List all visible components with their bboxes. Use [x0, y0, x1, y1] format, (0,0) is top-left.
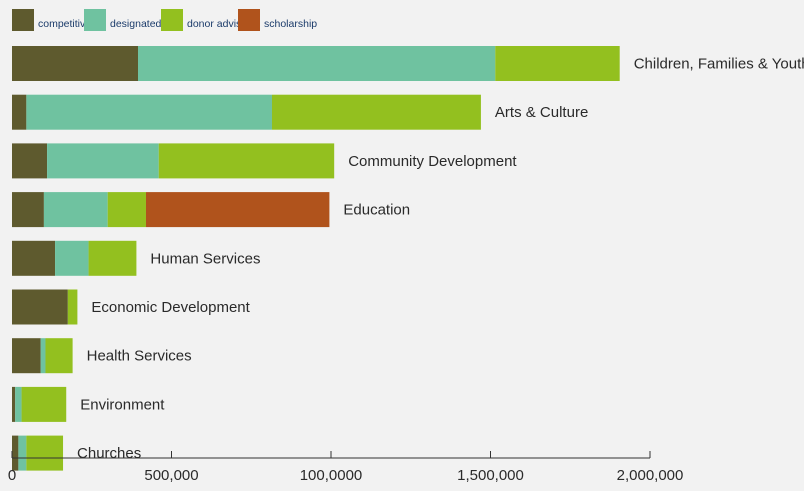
bar-segment-competitive: [12, 386, 16, 422]
category-label: Churches: [77, 445, 141, 462]
category-label: Economic Development: [91, 299, 250, 316]
bar-segment-donor-advised: [45, 338, 73, 374]
bar-segment-competitive: [12, 240, 56, 276]
bars-group: [12, 46, 620, 471]
legend-swatch-scholarship: [238, 9, 260, 31]
bar-segment-donor-advised: [271, 94, 481, 130]
bar-segment-competitive: [12, 46, 139, 81]
bar-segment-designated: [138, 46, 496, 81]
legend-swatch-designated: [84, 9, 106, 31]
x-tick-label: 100,0000: [300, 467, 363, 484]
bar-segment-donor-advised: [21, 386, 67, 422]
legend-swatch-competitive: [12, 9, 34, 31]
x-tick-label: 2,000,000: [617, 467, 684, 484]
bar-segment-donor-advised: [107, 192, 146, 228]
bar-segment-competitive: [12, 338, 41, 374]
bar-segment-competitive: [12, 143, 48, 179]
bar-segment-donor-advised: [158, 143, 335, 179]
bar-segment-competitive: [12, 289, 68, 325]
legend-label-designated: designated: [110, 18, 162, 30]
bar-segment-donor-advised: [26, 435, 64, 471]
bar-segment-competitive: [12, 192, 44, 228]
bar-segment-designated: [40, 338, 46, 374]
legend-label-competitive: competitive: [38, 18, 91, 30]
x-tick-label: 0: [8, 467, 16, 484]
category-label: Health Services: [87, 348, 192, 365]
bar-segment-scholarship: [145, 192, 330, 228]
bar-segment-designated: [43, 192, 108, 228]
legend-swatch-donor-advised: [161, 9, 183, 31]
bar-segment-designated: [47, 143, 159, 179]
x-tick-label: 500,000: [144, 467, 198, 484]
category-label: Children, Families & Youth: [634, 56, 804, 73]
bar-segment-designated: [18, 435, 27, 471]
category-label: Community Development: [348, 153, 517, 170]
legend: competitive designated donor advised schola…: [12, 9, 317, 31]
bar-segment-donor-advised: [495, 46, 620, 81]
legend-label-donor-advised: donor advised: [187, 18, 253, 30]
bar-segment-donor-advised: [88, 240, 137, 276]
bar-segment-designated: [26, 94, 272, 130]
x-axis: 0 500,000 100,0000 1,500,000 2,000,000: [8, 451, 684, 484]
legend-label-scholarship: scholarship: [264, 18, 317, 30]
bar-segment-competitive: [12, 435, 19, 471]
category-label: Education: [343, 202, 410, 219]
bar-segment-designated: [55, 240, 89, 276]
x-tick-label: 1,500,000: [457, 467, 524, 484]
bar-segment-designated: [15, 386, 22, 422]
bar-segment-donor-advised: [67, 289, 78, 325]
category-label: Human Services: [150, 250, 260, 267]
bar-segment-competitive: [12, 94, 27, 130]
category-label: Arts & Culture: [495, 104, 588, 121]
category-labels: Children, Families & Youth Arts & Culture…: [77, 56, 804, 463]
category-label: Environment: [80, 396, 165, 413]
